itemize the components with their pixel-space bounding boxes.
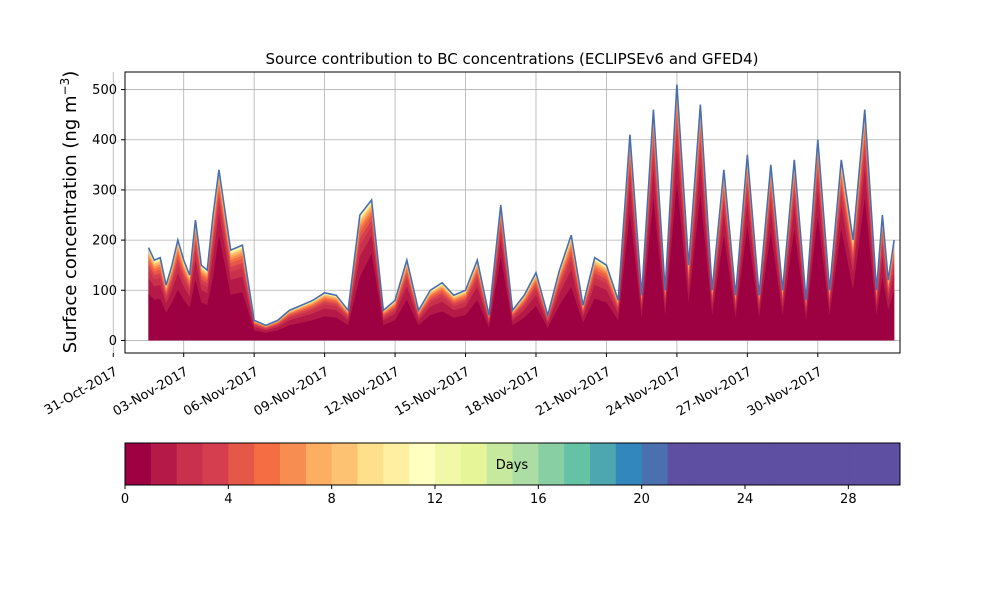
colorbar-tick-label: 12 <box>427 492 444 507</box>
x-axis: 31-Oct-201703-Nov-201706-Nov-201709-Nov-… <box>42 353 825 419</box>
x-tick-label: 24-Nov-2017 <box>604 364 684 419</box>
colorbar-swatch <box>667 443 694 485</box>
colorbar-swatch <box>357 443 384 485</box>
colorbar-swatch <box>228 443 255 485</box>
y-tick-label: 200 <box>92 234 117 249</box>
colorbar-swatch <box>512 443 539 485</box>
colorbar-swatch <box>486 443 513 485</box>
colorbar-swatch <box>254 443 281 485</box>
colorbar-swatch <box>383 443 410 485</box>
colorbar-swatch <box>150 443 178 485</box>
colorbar-swatch <box>770 443 798 485</box>
x-tick-label: 06-Nov-2017 <box>181 364 261 419</box>
x-tick-label: 03-Nov-2017 <box>111 364 191 419</box>
y-tick-label: 500 <box>92 83 117 98</box>
x-tick-label: 27-Nov-2017 <box>674 364 754 419</box>
colorbar-swatch <box>693 443 720 485</box>
y-tick-label: 0 <box>109 334 117 349</box>
colorbar-swatch <box>331 443 358 485</box>
colorbar-swatch <box>280 443 307 485</box>
colorbar-swatch <box>822 443 849 485</box>
colorbar-swatch <box>796 443 823 485</box>
colorbar-swatch <box>435 443 462 485</box>
y-tick-label: 100 <box>92 284 117 299</box>
y-tick-label: 300 <box>92 183 117 198</box>
colorbar-tick-label: 16 <box>530 492 547 507</box>
total-series-line <box>147 84 895 327</box>
colorbar-swatch <box>745 443 772 485</box>
colorbar-swatch <box>564 443 591 485</box>
colorbar-tick-label: 4 <box>224 492 232 507</box>
colorbar <box>124 442 901 486</box>
total-line-layer <box>147 84 895 327</box>
colorbar-tick-label: 20 <box>633 492 650 507</box>
colorbar-tick-label: 28 <box>840 492 857 507</box>
colorbar-swatch <box>641 443 668 485</box>
age-band-area <box>148 182 895 341</box>
x-tick-label: 09-Nov-2017 <box>252 364 332 419</box>
colorbar-swatch <box>590 443 617 485</box>
colorbar-swatch <box>305 443 333 485</box>
x-tick-label: 30-Nov-2017 <box>745 364 825 419</box>
y-tick-label: 400 <box>92 133 117 148</box>
colorbar-swatch <box>874 443 901 485</box>
colorbar-tick-label: 24 <box>737 492 754 507</box>
colorbar-swatch <box>538 443 565 485</box>
colorbar-swatch <box>719 443 746 485</box>
colorbar-swatch <box>176 443 203 485</box>
y-axis: 0 100 200 300 400 500 <box>92 83 125 349</box>
plot-frame <box>124 71 901 354</box>
colorbar-swatch <box>460 443 488 485</box>
x-tick-label: 31-Oct-2017 <box>42 364 120 418</box>
y-axis-label-superscript: −3 <box>58 78 72 96</box>
colorbar-frame <box>124 442 901 486</box>
chart-title: Source contribution to BC concentrations… <box>265 50 758 68</box>
x-tick-label: 12-Nov-2017 <box>322 364 402 419</box>
colorbar-swatch <box>848 443 875 485</box>
colorbar-tick-label: 0 <box>121 492 129 507</box>
x-tick-label: 21-Nov-2017 <box>533 364 613 419</box>
colorbar-swatch <box>615 443 643 485</box>
stacked-area-layers <box>148 84 895 341</box>
colorbar-axis: 0 4 8 12 16 20 24 28 <box>121 485 857 507</box>
x-tick-label: 18-Nov-2017 <box>463 364 543 419</box>
colorbar-swatch <box>202 443 229 485</box>
colorbar-swatch <box>125 443 152 485</box>
colorbar-label: Days <box>496 458 529 473</box>
y-axis-label: Surface concentration (ng m−3) <box>58 71 81 354</box>
colorbar-swatch <box>409 443 436 485</box>
x-tick-label: 15-Nov-2017 <box>392 364 472 419</box>
colorbar-tick-label: 8 <box>328 492 336 507</box>
